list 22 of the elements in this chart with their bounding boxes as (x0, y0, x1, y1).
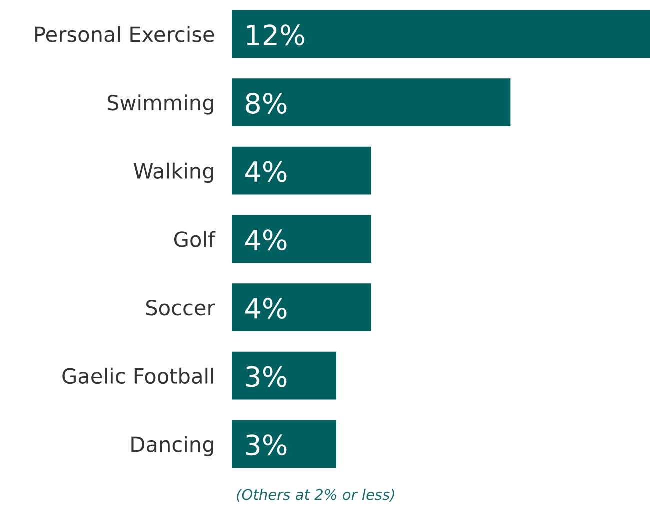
data-label: 12% (247, 24, 304, 46)
data-label: 3% (246, 434, 287, 456)
data-label: 4% (246, 161, 287, 182)
data-label: 8% (246, 92, 287, 114)
bar (232, 284, 372, 332)
y-tick-label: Golf (174, 231, 216, 248)
data-label: 3% (246, 366, 287, 388)
bar (232, 420, 336, 468)
y-tick-label: Soccer (146, 300, 216, 316)
text: (Others at 2% or less) (237, 488, 394, 502)
y-tick-label: Walking (134, 162, 214, 184)
bar (232, 146, 372, 195)
y-tick-label: Personal Exercise (36, 26, 214, 42)
y-tick-label: Dancing (132, 436, 214, 456)
y-tick-label: Gaelic Football (62, 368, 214, 384)
bar (232, 352, 336, 400)
data-label: 4% (246, 298, 287, 319)
bar (232, 10, 650, 58)
bar (232, 215, 372, 264)
bar (232, 78, 511, 126)
data-label: 4% (246, 230, 287, 251)
y-tick-label: Swimming (108, 94, 214, 115)
